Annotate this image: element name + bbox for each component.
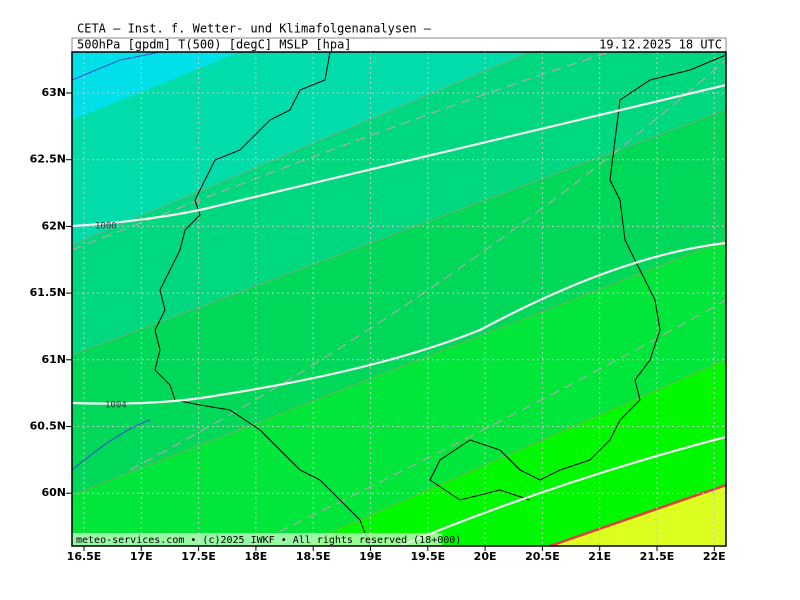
river — [72, 52, 161, 471]
lon-label: 21.5E — [640, 550, 675, 563]
lon-label: 20E — [474, 550, 497, 563]
lon-label: 21E — [588, 550, 611, 563]
isobar — [72, 241, 726, 405]
coastline — [154, 52, 371, 546]
lon-label: 19.5E — [410, 550, 445, 563]
lon-label: 22E — [703, 550, 726, 563]
footer: meteo-services.com • (c)2025 IWKF • All … — [76, 535, 461, 546]
lat-label: 62N — [41, 219, 66, 232]
lat-label: 61N — [41, 353, 66, 366]
isobar — [399, 435, 726, 546]
lat-label: 63N — [41, 86, 66, 99]
lon-label: 18E — [244, 550, 267, 563]
coastline — [429, 54, 726, 501]
lat-label: 61.5N — [30, 286, 66, 299]
lat-label: 62.5N — [30, 153, 66, 166]
isobar-label: 1000 — [95, 222, 117, 232]
isobar — [72, 83, 726, 228]
lon-label: 17.5E — [181, 550, 216, 563]
footer-bar — [72, 533, 442, 546]
band-edge — [72, 52, 726, 546]
isotherm — [72, 52, 726, 546]
lon-label: 19E — [359, 550, 382, 563]
lon-label: 18.5E — [296, 550, 331, 563]
field — [72, 52, 240, 120]
lat-label: 60N — [41, 486, 66, 499]
product: 500hPa [gpdm] T(500) [degC] MSLP [hpa] — [77, 38, 352, 52]
lon-label: 17E — [130, 550, 153, 563]
isobar-label: 1004 — [105, 401, 127, 411]
title: CETA — Inst. f. Wetter- und Klimafolgena… — [77, 22, 432, 36]
lon-label: 16.5E — [67, 550, 102, 563]
lat-label: 60.5N — [30, 420, 66, 433]
axes: 63N 62.5N 62N 61.5N 61N 60.5N 60N 16.5E 17E 17.5E… — [30, 86, 726, 563]
map-frame — [71, 51, 727, 547]
band-edge — [549, 483, 726, 546]
valid-time: 19.12.2025 18 UTC — [599, 38, 722, 52]
map-area: 1000 1004 meteo-services.com • (c)2025 I… — [72, 52, 726, 546]
lon-label: 20.5E — [525, 550, 560, 563]
